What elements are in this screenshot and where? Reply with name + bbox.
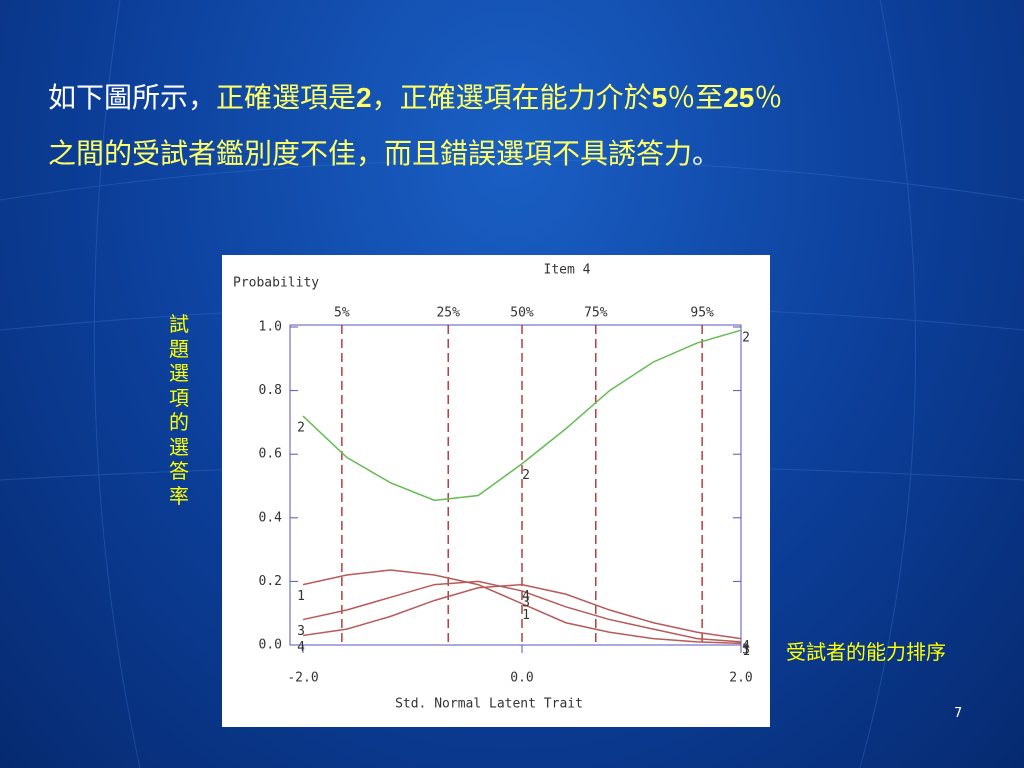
text: ，正確選項在能力介於: [371, 81, 652, 114]
y-tick-label: 0.0: [259, 638, 282, 653]
series-label: 3: [742, 642, 750, 657]
y-tick-label: 1.0: [259, 320, 282, 335]
text: 如下圖所示，: [48, 81, 217, 114]
series-line: [302, 569, 742, 645]
x-tick-label: -2.0: [287, 671, 318, 686]
series-label: 2: [522, 468, 530, 483]
series-label: 1: [522, 608, 530, 623]
y-tick-label: 0.2: [259, 574, 282, 589]
side-label: 試題選項的選答率: [169, 312, 189, 508]
y-axis-label: Probability: [233, 276, 319, 291]
y-tick-label: 0.8: [259, 383, 282, 398]
series-label: 4: [297, 640, 305, 655]
text: 正確選項是: [216, 81, 357, 114]
series-label: 1: [742, 644, 750, 659]
series-line: [302, 583, 742, 640]
text: 5: [651, 82, 668, 113]
chart-title: Item 4: [544, 263, 591, 278]
x-tick-label: 0.0: [510, 671, 533, 686]
heading-line2: 之間的受試者鑑別度不佳，而且錯誤選項不具誘答力。: [48, 132, 720, 172]
x-axis-label: Std. Normal Latent Trait: [395, 697, 583, 712]
series-line: [302, 329, 742, 502]
percentile-label: 5%: [334, 306, 350, 321]
bottom-label: 受試者的能力排序: [786, 640, 946, 664]
text: 之間的受試者鑑別度不佳，而且錯誤選項不具誘答力: [48, 137, 693, 170]
plot-frame: [289, 324, 742, 646]
percentile-label: 50%: [510, 306, 534, 321]
series-label: 2: [297, 421, 305, 436]
series-label: 1: [297, 589, 305, 604]
text: ％至: [667, 81, 724, 114]
heading-line1: 如下圖所示，正確選項是2，正確選項在能力介於5％至25％: [48, 76, 782, 116]
series-label: 4: [742, 639, 750, 654]
series-label: 3: [522, 595, 530, 610]
page-number: 7: [954, 706, 963, 721]
text: ％: [754, 81, 783, 114]
y-tick-label: 0.6: [259, 447, 282, 462]
percentile-label: 25%: [436, 306, 460, 321]
percentile-label: 95%: [690, 306, 714, 321]
x-tick-label: 2.0: [729, 671, 752, 686]
text: 2: [356, 82, 372, 113]
series-label: 3: [297, 624, 305, 639]
text: 25: [723, 82, 755, 113]
series-line: [302, 580, 742, 643]
percentile-label: 75%: [584, 306, 608, 321]
series-label: 2: [742, 331, 750, 346]
y-tick-label: 0.4: [259, 510, 283, 525]
chart-bg: [222, 255, 770, 727]
text: 。: [692, 137, 721, 170]
series-label: 4: [522, 589, 530, 604]
